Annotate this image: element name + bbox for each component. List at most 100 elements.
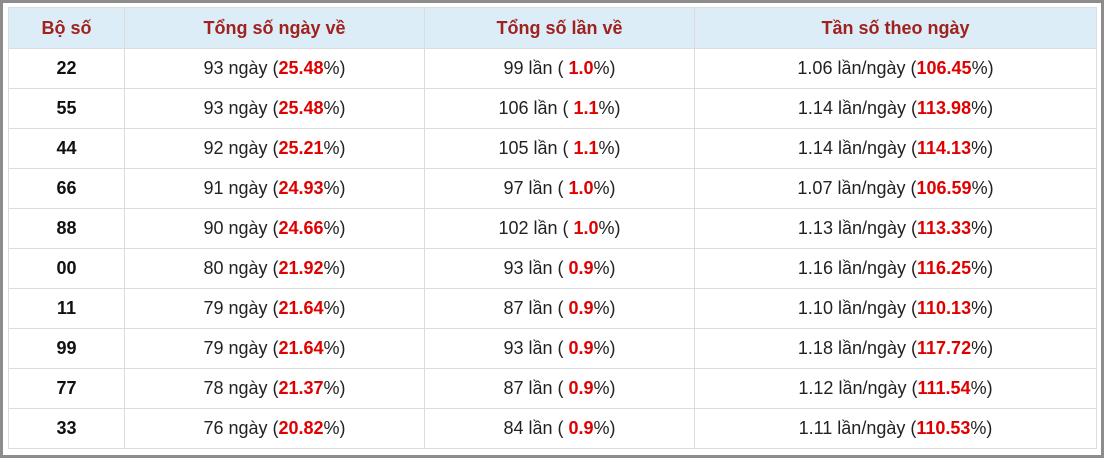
header-cell: Tần số theo ngày	[694, 7, 1097, 49]
stat-cell: 92 ngày (25.21%)	[124, 128, 425, 169]
stat-percent: 24.66	[278, 218, 324, 238]
stat-cell: 1.16 lần/ngày (116.25%)	[694, 248, 1097, 289]
stat-text: %)	[323, 418, 346, 438]
stat-percent: 0.9	[568, 378, 594, 398]
stat-text: 79 ngày (	[203, 338, 279, 358]
stat-percent: 1.0	[568, 178, 594, 198]
header-cell: Tổng số lần về	[424, 7, 695, 49]
stat-percent: 0.9	[568, 298, 594, 318]
stat-text: %)	[323, 258, 346, 278]
stat-text: %)	[971, 138, 994, 158]
table-row: 11 79 ngày (21.64%) 87 lần ( 0.9%) 1.10 lần…	[8, 288, 1097, 329]
stat-percent: 110.13	[917, 298, 972, 318]
stat-cell: 76 ngày (20.82%)	[124, 408, 425, 449]
stat-cell: 106 lần ( 1.1%)	[424, 88, 695, 129]
stat-percent: 0.9	[568, 418, 594, 438]
stat-text: 79 ngày (	[203, 298, 279, 318]
stat-percent: 1.1	[573, 138, 599, 158]
stat-text: 93 lần (	[503, 338, 569, 358]
stat-text: %)	[593, 58, 616, 78]
stat-text: 1.14 lần/ngày (	[797, 138, 918, 158]
table-body: 22 93 ngày (25.48%) 99 lần ( 1.0%) 1.06 lần…	[8, 48, 1097, 449]
stat-text: %)	[971, 98, 994, 118]
header-cell: Tổng số ngày về	[124, 7, 425, 49]
stat-percent: 25.21	[278, 138, 324, 158]
stat-text: 99 lần (	[503, 58, 569, 78]
stat-percent: 117.72	[917, 338, 972, 358]
table-row: 00 80 ngày (21.92%) 93 lần ( 0.9%) 1.16 lần…	[8, 248, 1097, 289]
stat-text: 105 lần (	[498, 138, 574, 158]
stat-percent: 113.33	[917, 218, 972, 238]
stat-percent: 113.98	[917, 98, 972, 118]
stat-cell: 93 lần ( 0.9%)	[424, 328, 695, 369]
table-row: 22 93 ngày (25.48%) 99 lần ( 1.0%) 1.06 lần…	[8, 48, 1097, 89]
stat-text: 76 ngày (	[203, 418, 279, 438]
stat-text: 90 ngày (	[203, 218, 279, 238]
stat-cell: 1.12 lần/ngày (111.54%)	[694, 368, 1097, 409]
stat-text: 106 lần (	[498, 98, 574, 118]
stat-cell: 1.11 lần/ngày (110.53%)	[694, 408, 1097, 449]
stat-percent: 0.9	[568, 258, 594, 278]
stat-text: 87 lần (	[503, 298, 569, 318]
stat-percent: 21.37	[278, 378, 324, 398]
header-cell: Bộ số	[8, 7, 125, 49]
stat-percent: 25.48	[278, 98, 324, 118]
stat-text: %)	[971, 338, 994, 358]
number-cell: 11	[8, 288, 125, 329]
frequency-table: Bộ số Tổng số ngày về Tổng số lần về Tần số…	[8, 7, 1097, 449]
stat-text: 1.18 lần/ngày (	[797, 338, 918, 358]
stat-text: %)	[970, 378, 993, 398]
stat-percent: 0.9	[568, 338, 594, 358]
stat-percent: 21.92	[278, 258, 324, 278]
stat-cell: 93 lần ( 0.9%)	[424, 248, 695, 289]
stat-cell: 1.07 lần/ngày (106.59%)	[694, 168, 1097, 209]
stat-text: %)	[323, 58, 346, 78]
table-header: Bộ số Tổng số ngày về Tổng số lần về Tần số…	[8, 7, 1097, 49]
stat-cell: 80 ngày (21.92%)	[124, 248, 425, 289]
stat-text: 80 ngày (	[203, 258, 279, 278]
stat-text: %)	[593, 418, 616, 438]
stat-text: %)	[593, 298, 616, 318]
stat-text: %)	[323, 138, 346, 158]
stat-cell: 97 lần ( 1.0%)	[424, 168, 695, 209]
stat-text: 87 lần (	[503, 378, 569, 398]
stat-percent: 110.53	[916, 418, 971, 438]
stat-text: 1.07 lần/ngày (	[797, 178, 917, 198]
stat-text: %)	[970, 418, 993, 438]
stat-cell: 1.06 lần/ngày (106.45%)	[694, 48, 1097, 89]
number-cell: 55	[8, 88, 125, 129]
table-row: 44 92 ngày (25.21%) 105 lần ( 1.1%) 1.14 lầ…	[8, 128, 1097, 169]
stat-cell: 90 ngày (24.66%)	[124, 208, 425, 249]
stat-cell: 1.10 lần/ngày (110.13%)	[694, 288, 1097, 329]
stat-text: %)	[593, 178, 616, 198]
stat-cell: 84 lần ( 0.9%)	[424, 408, 695, 449]
stat-cell: 93 ngày (25.48%)	[124, 48, 425, 89]
number-cell: 44	[8, 128, 125, 169]
stat-text: %)	[323, 98, 346, 118]
stat-text: 1.16 lần/ngày (	[797, 258, 918, 278]
stat-cell: 87 lần ( 0.9%)	[424, 368, 695, 409]
stat-percent: 1.0	[568, 58, 594, 78]
stat-text: 102 lần (	[498, 218, 574, 238]
stat-percent: 111.54	[917, 378, 971, 398]
stat-text: %)	[323, 218, 346, 238]
stat-cell: 78 ngày (21.37%)	[124, 368, 425, 409]
stat-text: 1.06 lần/ngày (	[797, 58, 917, 78]
stat-text: 1.10 lần/ngày (	[797, 298, 918, 318]
table-row: 33 76 ngày (20.82%) 84 lần ( 0.9%) 1.11 lần…	[8, 408, 1097, 449]
stat-text: %)	[971, 58, 994, 78]
stat-cell: 99 lần ( 1.0%)	[424, 48, 695, 89]
number-cell: 77	[8, 368, 125, 409]
stat-text: %)	[971, 218, 994, 238]
stat-text: 91 ngày (	[203, 178, 279, 198]
stat-percent: 24.93	[278, 178, 324, 198]
stat-percent: 1.0	[573, 218, 599, 238]
stat-cell: 91 ngày (24.93%)	[124, 168, 425, 209]
number-cell: 88	[8, 208, 125, 249]
stat-percent: 25.48	[278, 58, 324, 78]
stat-text: %)	[971, 298, 994, 318]
stat-percent: 20.82	[278, 418, 324, 438]
stat-cell: 1.14 lần/ngày (114.13%)	[694, 128, 1097, 169]
stat-text: %)	[593, 258, 616, 278]
